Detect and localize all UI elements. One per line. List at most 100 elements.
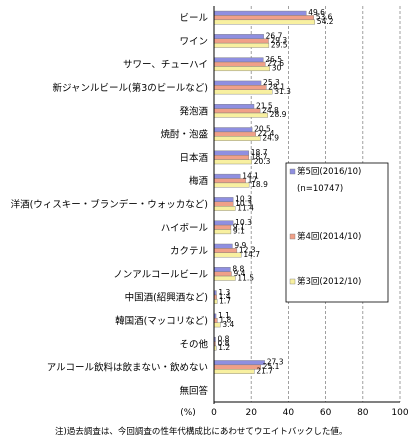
bar [213,112,268,118]
bar [213,34,264,39]
value-label: 18.7 [251,148,268,157]
bar [213,364,261,370]
category-label: 焼酎・泡盛 [160,129,208,141]
value-label: 25.3 [263,78,280,87]
value-label: 1.3 [218,288,230,297]
bar [213,131,256,137]
bar [213,369,255,374]
legend-note: (n=10747) [297,184,343,194]
category-label: 韓国酒(マッコリなど) [115,316,208,327]
x-tick-label: 60 [320,408,332,418]
category-label: 洋酒(ウィスキー・ブランデー・ウォッカなど) [11,199,208,211]
value-label: 28.1 [268,83,285,92]
category-label: 中国酒(紹興酒など) [125,292,208,304]
value-label: 53.6 [316,13,333,22]
value-label: 18.7 [251,152,268,161]
x-tick-label: 20 [245,408,257,418]
value-label: 25.1 [263,362,280,371]
value-label: 29.5 [271,40,288,49]
bars [213,10,316,374]
bar [213,243,233,249]
value-label: 9.9 [234,241,246,250]
value-label: 0.8 [217,334,229,343]
bar [213,155,249,160]
value-label: 1.4 [219,292,231,301]
value-label: 26.7 [266,32,283,41]
value-label: 24.9 [262,134,279,143]
legend-box [285,162,389,303]
bar [213,159,252,165]
category-label: ワイン [179,36,208,47]
category-label: 発泡酒 [179,105,208,117]
category-label: その他 [179,338,208,350]
bar [213,220,234,226]
category-label: 新ジャンルビール(第3のビールなど) [53,82,208,94]
bar [213,85,267,90]
legend-entry: 第3回(2012/10) [297,276,361,287]
bar [213,104,255,109]
bar [213,178,246,184]
value-label: 27.3 [267,358,284,367]
bar [213,38,269,44]
category-label: 梅酒 [189,175,209,187]
category-label: 無回答 [179,385,208,397]
value-label: 26.5 [265,55,282,64]
value-label: 24.8 [262,106,279,115]
bar [213,252,242,258]
value-labels: 49.653.654.226.729.329.526.527.63025.328… [217,8,333,375]
bar [213,182,250,188]
value-label: 10.3 [235,195,252,204]
value-label: 27.6 [267,59,284,68]
x-axis-label: (%) [180,408,196,418]
value-label: 1.2 [218,343,230,352]
bar [213,136,261,141]
value-label: 9.4 [233,269,245,278]
bar [213,267,231,272]
category-label: ノンアルコールビール [113,269,208,280]
category-label: アルコール飲料は飲まない・飲めない [47,362,208,374]
value-label: 20.3 [254,157,271,166]
value-label: 8.8 [232,264,244,273]
value-label: 20.5 [254,125,271,134]
value-label: 9.1 [233,222,245,231]
value-label: 10.3 [235,199,252,208]
bar [213,108,261,114]
value-label: 29.3 [270,36,287,45]
category-label: サワー、チューハイ [123,60,208,71]
bar [213,42,270,48]
value-label: 12.3 [239,246,256,255]
value-label: 22.4 [258,129,275,138]
x-tick-label: 80 [357,408,369,418]
value-label: 3.4 [222,320,234,329]
footnote: 注)過去調査は、今回調査の性年代構成比にあわせてウエイトバックした値。 [55,426,347,437]
value-label: 31.3 [274,87,291,96]
value-label: 11.4 [237,203,254,212]
bar [213,275,236,281]
category-label: カクテル [170,246,209,257]
bar [213,15,314,21]
bar [213,57,264,63]
value-label: 17 [248,176,258,185]
bar [213,318,218,323]
value-label: 1.7 [219,297,231,306]
value-label: 54.2 [317,17,334,26]
bar [213,10,307,16]
legend-swatch [289,233,296,240]
bar [213,127,253,133]
bar [213,61,266,67]
value-label: 21.5 [256,101,273,110]
legend-entry: 第4回(2014/10) [297,231,361,242]
x-tick-label: 100 [391,408,408,418]
bar [213,224,232,230]
value-label: 10.3 [235,218,252,227]
x-tick-label: 40 [283,408,295,418]
value-label: 11.5 [237,273,254,282]
legend-swatch [289,168,296,175]
value-label: 1.8 [219,315,231,324]
bar [213,271,232,277]
bar [213,150,249,156]
value-label: 21.7 [256,366,273,375]
value-label: 14.1 [242,171,259,180]
bar [213,89,273,95]
